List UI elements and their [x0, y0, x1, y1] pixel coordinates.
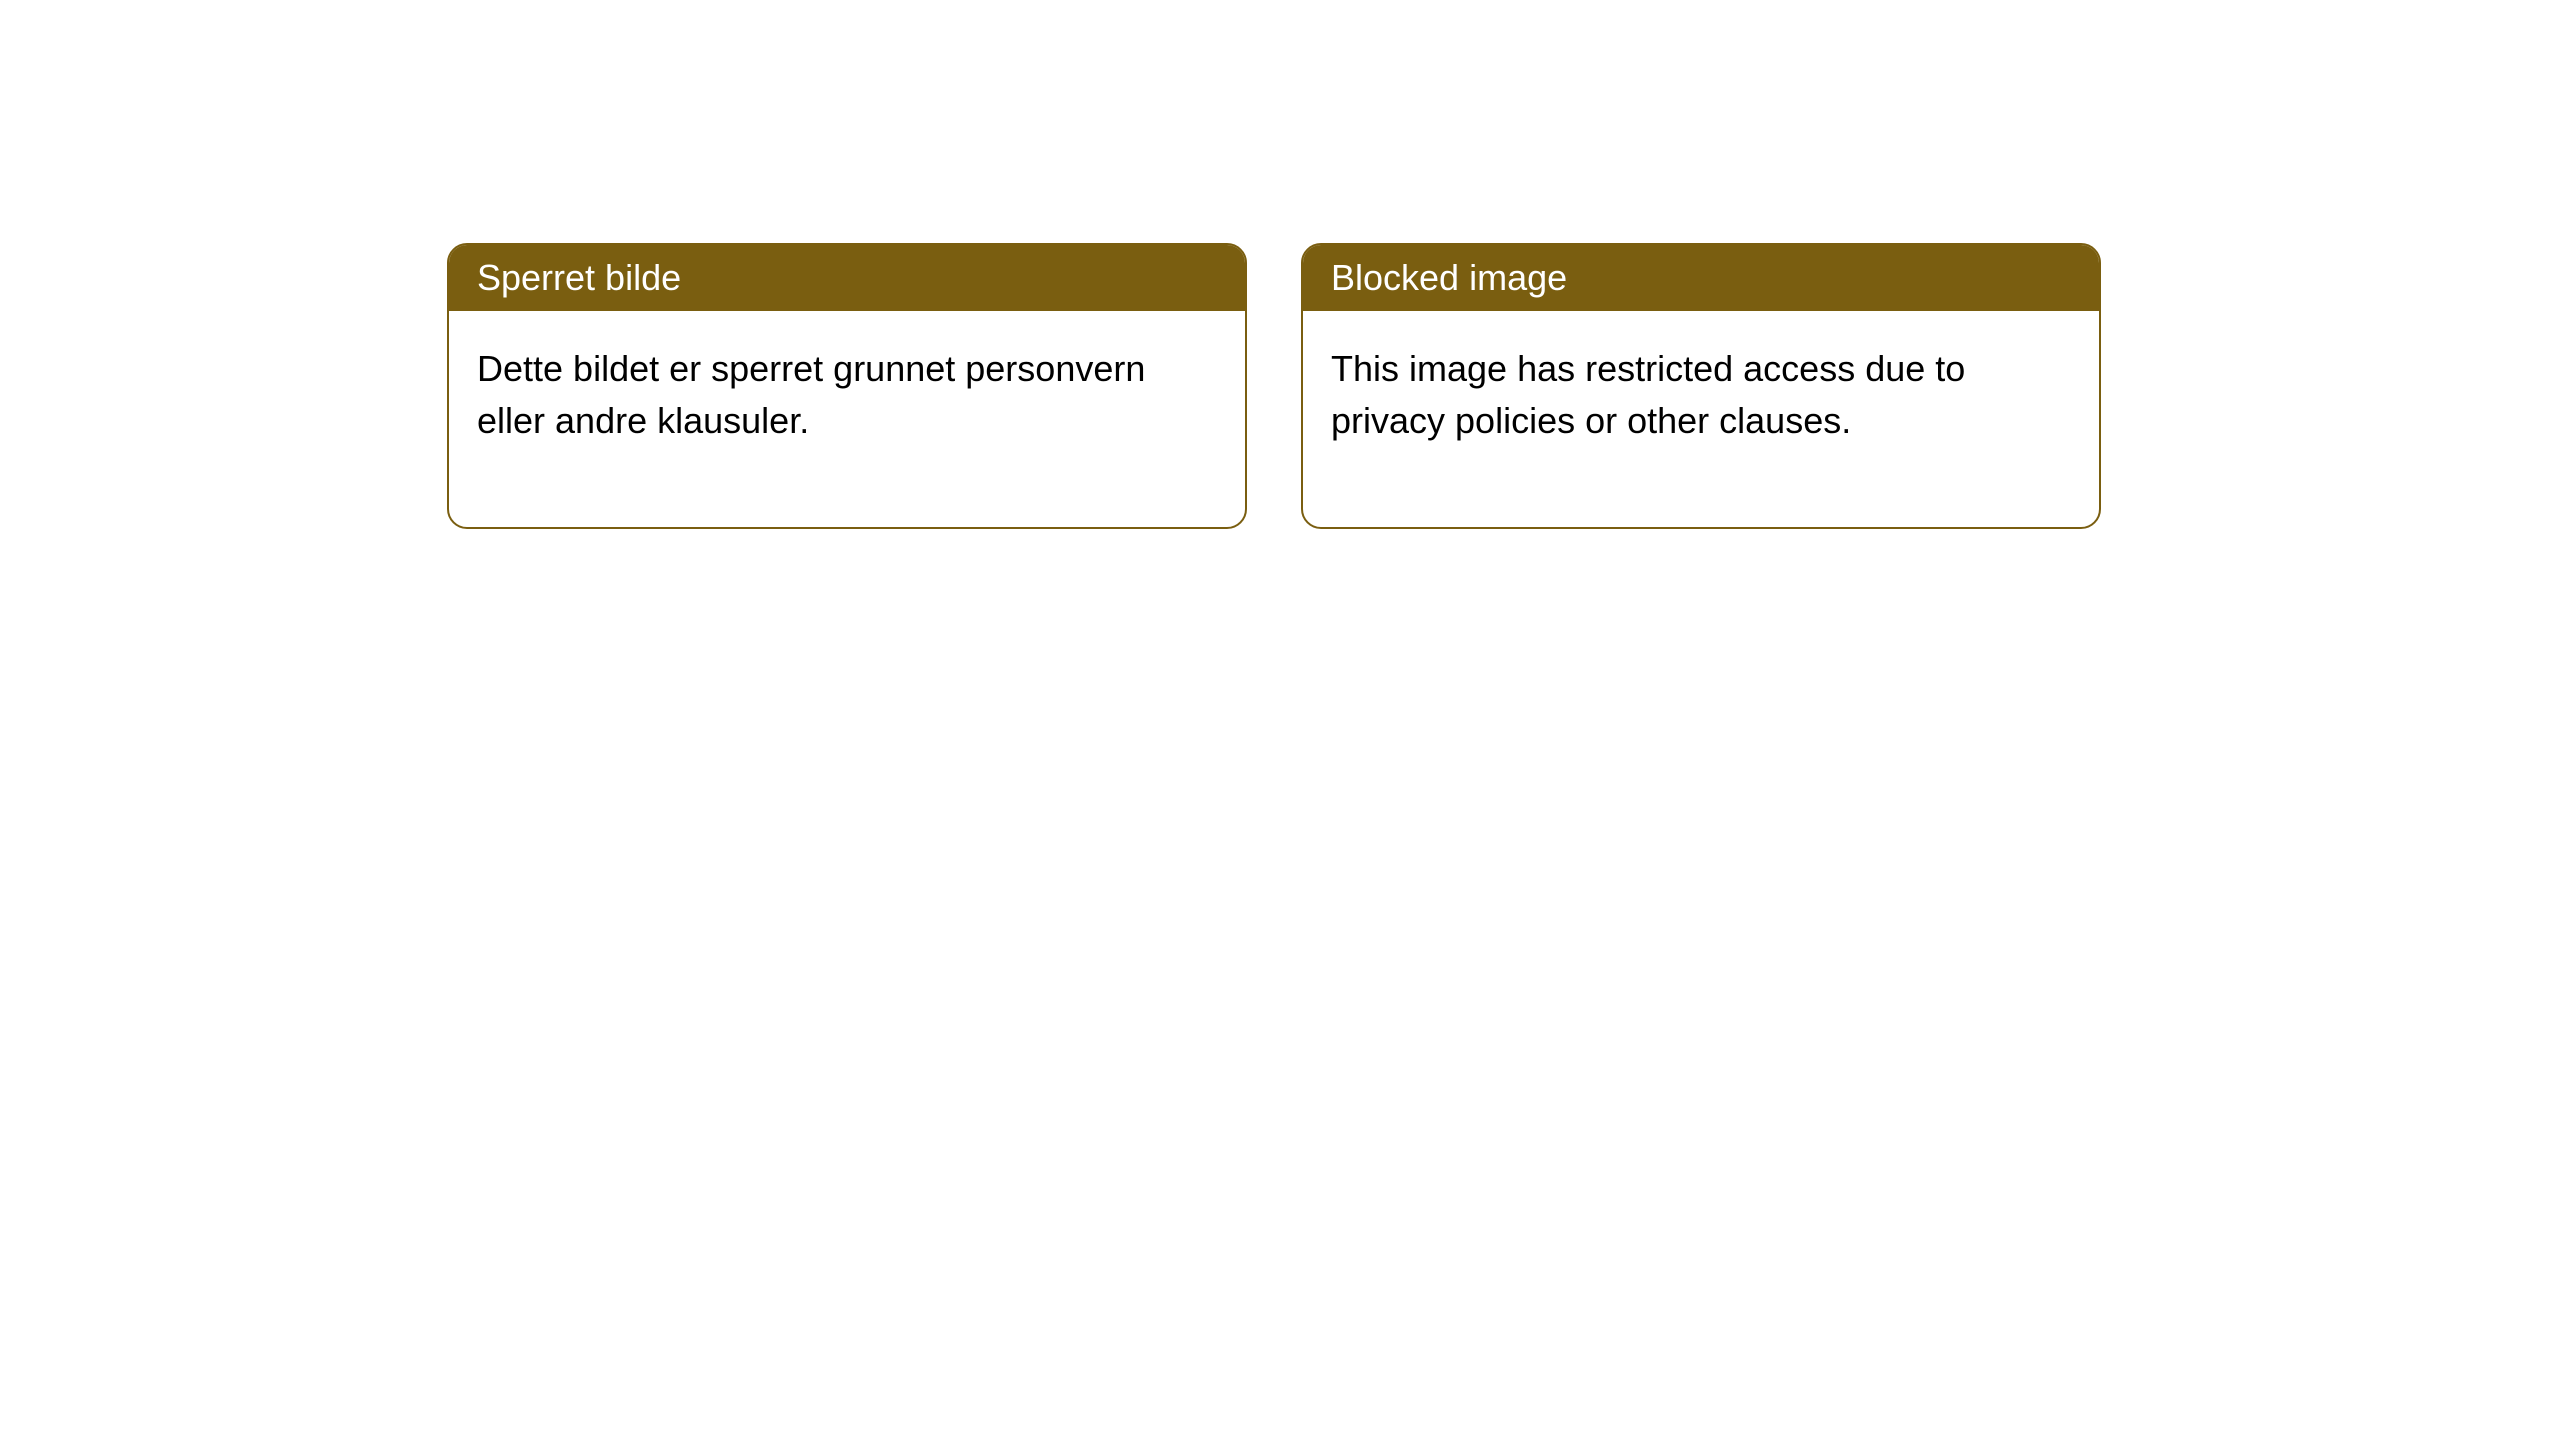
notice-header-norwegian: Sperret bilde	[449, 245, 1245, 311]
notice-card-english: Blocked image This image has restricted …	[1301, 243, 2101, 529]
notice-cards-container: Sperret bilde Dette bildet er sperret gr…	[447, 243, 2101, 529]
notice-body-norwegian: Dette bildet er sperret grunnet personve…	[449, 311, 1245, 527]
notice-body-english: This image has restricted access due to …	[1303, 311, 2099, 527]
notice-header-english: Blocked image	[1303, 245, 2099, 311]
notice-card-norwegian: Sperret bilde Dette bildet er sperret gr…	[447, 243, 1247, 529]
